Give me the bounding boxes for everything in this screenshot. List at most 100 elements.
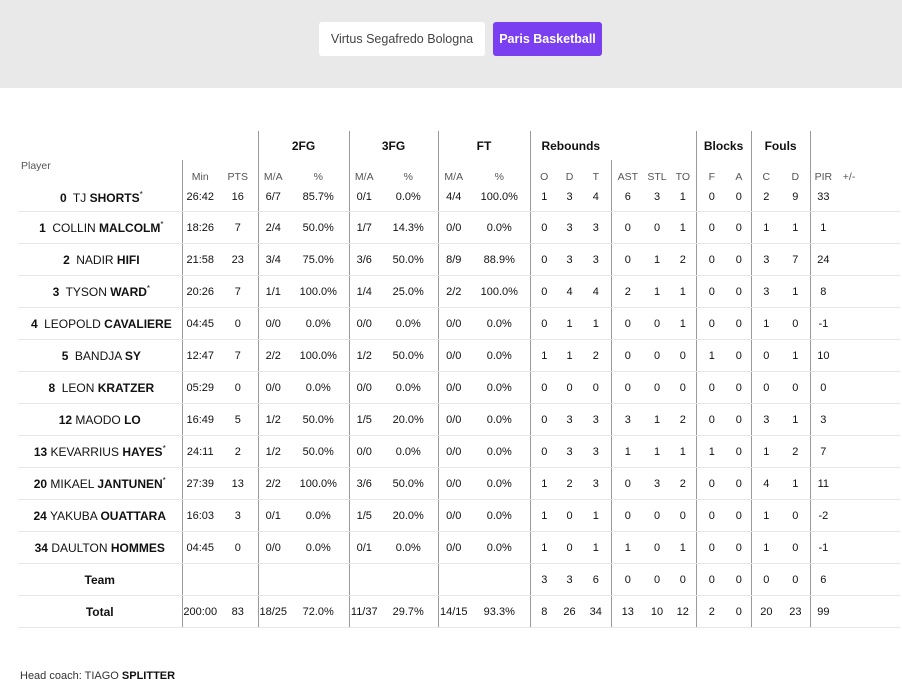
stat-min: 12:47: [181, 339, 218, 372]
stat-fc: 0: [750, 339, 782, 372]
stat-fc: 0: [750, 371, 782, 404]
stat-pft: 88.9%: [469, 243, 531, 276]
jersey-number: 1: [39, 221, 46, 235]
stat-maft: 0/0: [437, 307, 469, 340]
stat-maft: 0/0: [437, 371, 469, 404]
stat-to: 1: [670, 531, 697, 564]
player-name: 8 LEON KRATZER: [18, 371, 182, 404]
stat-pts: 0: [218, 531, 258, 564]
team-stat-pir: 6: [809, 563, 837, 596]
stat-pm: [836, 211, 863, 244]
stat-bf: 0: [695, 183, 728, 212]
player-row: 0 TJ SHORTS* 26:42 16 6/7 85.7% 0/1 0.0% 4/4 100…: [18, 183, 901, 212]
player-row: 12 MAODO LO 16:49 5 1/2 50.0% 1/5 20.0% 0/0 0.0%…: [18, 403, 901, 436]
col-fouls-d: D: [791, 171, 800, 183]
tab-paris-basketball[interactable]: Paris Basketball: [493, 22, 602, 56]
player-name: 1 COLLIN MALCOLM*: [18, 211, 182, 244]
stat-ma2: 2/2: [257, 339, 288, 372]
jersey-number: 2: [63, 253, 70, 267]
team-stat-ast: 0: [610, 563, 645, 596]
player-row: 5 BANDJA SY 12:47 7 2/2 100.0% 1/2 50.0% 0/0 0.0…: [18, 339, 901, 372]
stat-pts: 5: [218, 403, 258, 436]
col-pir: PIR: [809, 160, 837, 183]
team-stat-t: 6: [581, 563, 612, 596]
stat-ast: 0: [610, 243, 645, 276]
stat-min: 21:58: [181, 243, 218, 276]
col-reb-t: T: [592, 171, 599, 183]
stat-pir: -1: [809, 307, 837, 340]
jersey-number: 34: [34, 541, 48, 555]
col-plus-minus: +/-: [842, 171, 856, 183]
stat-to: 0: [670, 371, 697, 404]
stat-maft: 0/0: [437, 531, 469, 564]
stat-pm: [836, 531, 863, 564]
total-stat-to: 12: [670, 595, 697, 628]
stat-ma2: 0/1: [257, 499, 288, 532]
stat-pm: [836, 339, 863, 372]
stat-ma2: 1/1: [257, 275, 288, 308]
stat-t: 3: [581, 211, 612, 244]
spacer-cell: [862, 563, 901, 596]
stat-stl: 1: [644, 243, 671, 276]
stat-ba: 0: [727, 211, 752, 244]
starter-mark: *: [139, 189, 143, 199]
stat-min: 27:39: [181, 467, 218, 500]
team-stat-fc: 0: [750, 563, 782, 596]
jersey-number: 12: [58, 413, 73, 427]
stat-pts: 7: [218, 275, 258, 308]
stat-p2: 0.0%: [288, 371, 349, 404]
col-ft-ma: M/A: [437, 160, 469, 183]
stat-pm: [836, 243, 863, 276]
stat-d: 1: [558, 339, 582, 372]
stat-to: 1: [670, 275, 697, 308]
stat-maft: 0/0: [437, 339, 469, 372]
first-name: TJ: [72, 190, 90, 205]
stat-p3: 14.3%: [379, 211, 438, 244]
stat-ba: 0: [727, 467, 752, 500]
tab-virtus-segafredo-bologna[interactable]: Virtus Segafredo Bologna: [319, 22, 485, 56]
stat-ma3: 3/6: [348, 467, 379, 500]
stat-pm: [836, 435, 863, 468]
stat-bf: 0: [695, 531, 728, 564]
stat-to: 0: [670, 499, 697, 532]
spacer-cell: [862, 531, 901, 564]
stat-ast: 2: [610, 275, 645, 308]
col-3fg-pct: %: [403, 171, 413, 183]
total-stat-fc: 20: [750, 595, 782, 628]
stat-fc: 3: [750, 243, 782, 276]
player-name: 20 MIKAEL JANTUNEN*: [18, 467, 182, 500]
team-stat-pm: [836, 563, 863, 596]
stat-p2: 50.0%: [288, 403, 349, 436]
stat-o: 0: [529, 211, 559, 244]
stat-p2: 75.0%: [288, 243, 349, 276]
stat-ma2: 0/0: [257, 307, 288, 340]
stat-to: 2: [670, 243, 697, 276]
stat-p3: 20.0%: [379, 499, 438, 532]
player-name: 34 DAULTON HOMMES: [18, 531, 182, 564]
stat-t: 3: [581, 467, 612, 500]
stat-t: 4: [581, 183, 612, 212]
team-stat-fd: 0: [781, 563, 811, 596]
stat-maft: 8/9: [437, 243, 469, 276]
jersey-number: 8: [48, 381, 56, 395]
stat-min: 16:03: [181, 499, 218, 532]
stat-p3: 50.0%: [379, 243, 438, 276]
team-selector-bar: Virtus Segafredo Bologna Paris Basketbal…: [0, 0, 902, 88]
total-stat-d: 26: [558, 595, 582, 628]
stat-stl: 0: [644, 531, 671, 564]
stat-d: 3: [558, 435, 582, 468]
spacer-cell: [862, 275, 901, 308]
player-name: 13 KEVARRIUS HAYES*: [18, 435, 182, 468]
stat-ast: 6: [610, 183, 645, 212]
stat-o: 0: [529, 435, 559, 468]
jersey-number: 20: [33, 477, 48, 491]
stat-ast: 0: [610, 307, 645, 340]
total-stat-ma3: 11/37: [348, 595, 379, 628]
stat-t: 3: [581, 435, 612, 468]
team-stat-ma3: [348, 563, 379, 596]
spacer-cell: [862, 183, 901, 212]
stat-pm: [836, 307, 863, 340]
first-name: DAULTON: [51, 541, 111, 555]
stat-ma2: 1/2: [257, 435, 288, 468]
stat-pft: 100.0%: [469, 183, 531, 212]
